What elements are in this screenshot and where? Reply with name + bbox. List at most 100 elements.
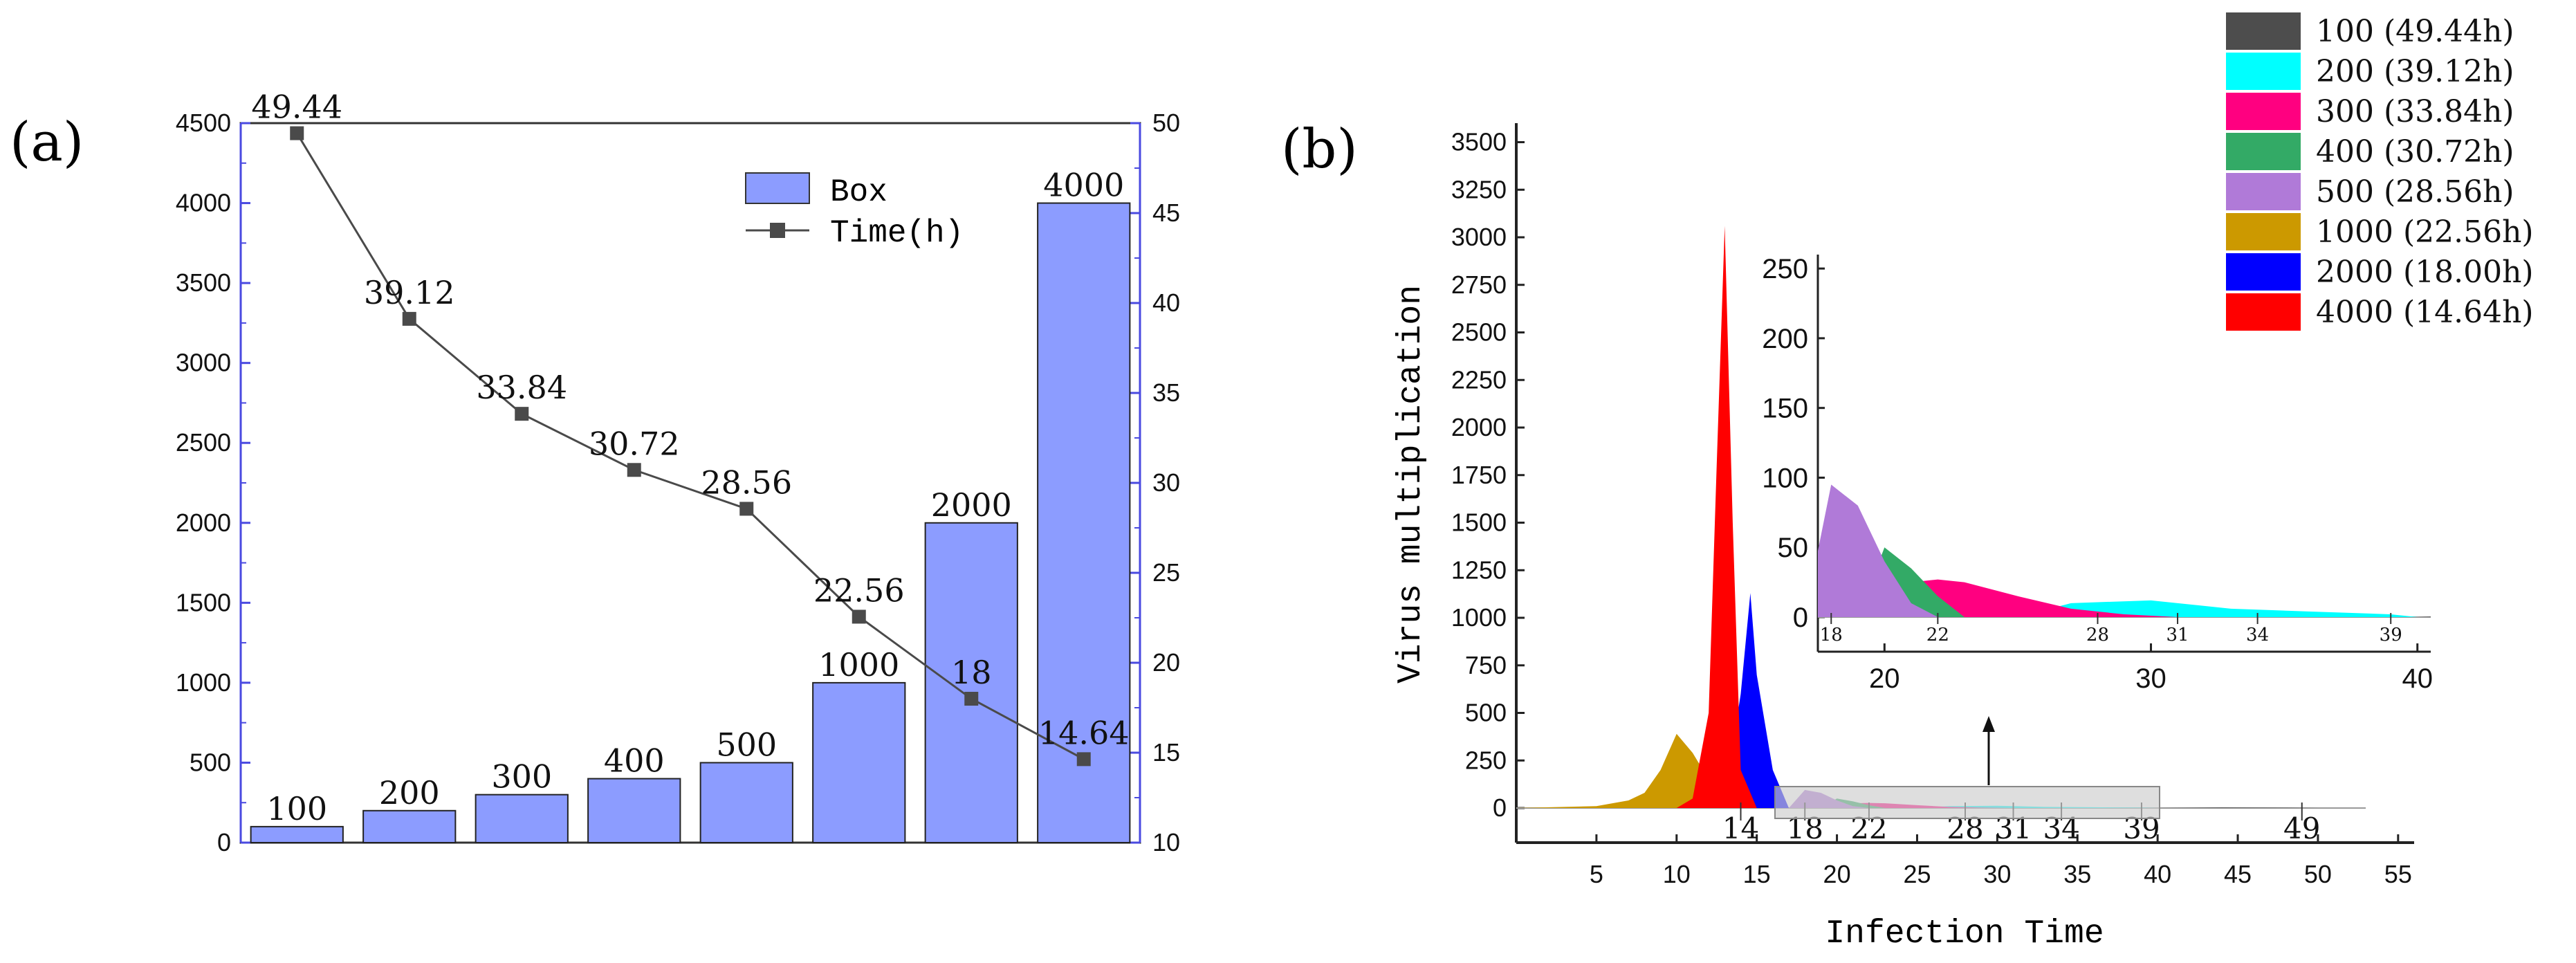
legend-swatch [2226, 253, 2301, 291]
time-line-path [295, 132, 1085, 760]
y-tick-label: 3000 [1451, 223, 1507, 251]
bar-box-100 [250, 825, 344, 844]
y-tick-label: 2250 [1451, 365, 1507, 394]
time-value-label: 30.72 [589, 425, 680, 462]
time-value-label: 18 [951, 654, 992, 691]
panel-b-ylabel: Virus multiplication [1392, 285, 1430, 684]
zoom-arrow-head [1982, 716, 1995, 732]
time-point [852, 609, 866, 624]
time-point [290, 126, 304, 140]
bar-box-500 [699, 762, 793, 844]
panel-b-label: (b) [1281, 118, 1358, 181]
left-tick-label: 3000 [176, 349, 231, 377]
inset-annotated-time-label: 22 [1926, 625, 1949, 645]
x-tick-label: 50 [2304, 860, 2332, 888]
left-tick-label: 3500 [176, 268, 231, 297]
panel-b-legend: 100 (49.44h) 200 (39.12h) 300 (33.84h) 400 … [2226, 12, 2534, 331]
legend-swatch [2226, 12, 2301, 50]
left-tick-label: 2000 [176, 508, 231, 537]
right-tick-label: 45 [1152, 199, 1180, 227]
y-tick-label: 2500 [1451, 318, 1507, 347]
inset-annotated-time-label: 18 [1820, 625, 1843, 645]
area-series-4000 [1676, 226, 1757, 808]
legend-swatch [2226, 53, 2301, 90]
zoom-region-box [1774, 786, 2160, 819]
x-tick-label: 30 [1983, 860, 2011, 888]
y-tick-label: 2000 [1451, 413, 1507, 441]
x-tick-label: 20 [1823, 860, 1851, 888]
inset-annotated-time-label: 34 [2246, 625, 2269, 645]
x-tick-label: 15 [1743, 860, 1771, 888]
time-value-label: 49.44 [251, 89, 342, 126]
bar-value-label: 4000 [1043, 167, 1124, 204]
legend-swatch [2226, 93, 2301, 130]
panel-a: (a) 0 500 1000 1500 2000 2500 3000 3500 4000 4500… [10, 89, 1180, 856]
time-point [627, 463, 641, 477]
bar-value-label: 200 [379, 774, 440, 811]
left-tick-label: 4500 [176, 109, 231, 137]
panel-a-label: (a) [10, 111, 84, 174]
legend-label: 100 (49.44h) [2316, 14, 2514, 49]
panel-b-inset: 0 50 100 150 200 250 20 30 40 18 22 28 31 34 39 [1762, 254, 2433, 694]
legend-label: 2000 (18.00h) [2316, 255, 2534, 290]
y-tick-label: 3500 [1451, 128, 1507, 156]
left-tick-label: 2500 [176, 428, 231, 457]
legend-swatch [2226, 293, 2301, 331]
bar-box-200 [362, 809, 457, 844]
time-value-label: 14.64 [1038, 714, 1130, 751]
bar-value-label: 300 [491, 758, 552, 796]
inset-annotated-time-label: 28 [2086, 625, 2109, 645]
x-tick-label: 25 [1903, 860, 1931, 888]
legend-label: 200 (39.12h) [2316, 54, 2514, 89]
inset-annotated-time-label: 31 [2166, 625, 2189, 645]
left-tick-label: 500 [190, 748, 231, 776]
panel-a-legend: Box Time(h) [745, 172, 964, 251]
legend-label: 300 (33.84h) [2316, 94, 2514, 129]
legend-time-label: Time(h) [830, 215, 964, 251]
time-point [1076, 752, 1091, 767]
legend-swatch [2226, 133, 2301, 170]
inset-x-tick-label: 20 [1869, 663, 1900, 694]
x-tick-label: 40 [2144, 860, 2171, 888]
right-tick-label: 30 [1152, 468, 1180, 497]
inset-x-tick-label: 40 [2402, 663, 2433, 694]
x-tick-label: 10 [1663, 860, 1691, 888]
inset-area-series-300 [1884, 579, 2178, 617]
legend-label: 500 (28.56h) [2316, 174, 2514, 210]
y-tick-label: 1500 [1451, 508, 1507, 537]
inset-y-tick-label: 0 [1793, 603, 1808, 633]
y-tick-label: 500 [1465, 699, 1507, 727]
time-value-label: 22.56 [813, 571, 905, 609]
bar-value-label: 1000 [818, 646, 899, 684]
area-series-100 [2158, 807, 2318, 808]
inset-x-tick-label: 30 [2135, 663, 2166, 694]
right-tick-label: 50 [1152, 109, 1180, 137]
legend-label: 1000 (22.56h) [2316, 214, 2534, 250]
time-point [964, 692, 979, 706]
area-series-2000 [1709, 593, 1790, 808]
panel-a-bars: 100 200 300 400 500 1000 2000 4000 [250, 167, 1131, 844]
panel-b: (b) 025050075010001250150017502000225025… [1281, 12, 2534, 953]
right-tick-label: 20 [1152, 648, 1180, 677]
y-tick-label: 3250 [1451, 175, 1507, 203]
bar-box-2000 [924, 522, 1018, 843]
y-tick-label: 750 [1465, 651, 1507, 679]
y-tick-label: 1250 [1451, 556, 1507, 584]
inset-y-tick-label: 250 [1762, 254, 1808, 284]
right-tick-label: 40 [1152, 288, 1180, 317]
time-point [402, 311, 416, 326]
bar-box-300 [475, 794, 569, 843]
y-tick-label: 250 [1465, 746, 1507, 774]
time-point [739, 502, 754, 516]
legend-swatch [2226, 173, 2301, 210]
y-tick-label: 1000 [1451, 603, 1507, 632]
right-tick-label: 35 [1152, 378, 1180, 407]
annotated-time-label: 14 [1722, 811, 1759, 845]
inset-y-ticks: 0 50 100 150 200 250 [1762, 254, 1825, 633]
annotated-time-label: 49 [2283, 811, 2320, 845]
panel-b-y-ticks: 0 250 500 750 1000 1250 1500 1750 2000 2250 2500 27… [1451, 128, 1525, 822]
bar-box-400 [587, 778, 681, 843]
inset-areas [1818, 484, 2431, 617]
bar-value-label: 100 [266, 790, 327, 827]
